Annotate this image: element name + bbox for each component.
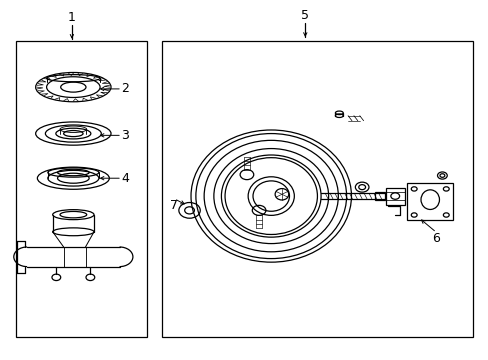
Bar: [407, 183, 452, 220]
Text: 1: 1: [68, 11, 76, 24]
Text: 4: 4: [121, 172, 129, 185]
Bar: [374, 192, 384, 201]
Text: 2: 2: [121, 82, 129, 95]
Text: 3: 3: [121, 129, 129, 142]
Bar: [162, 41, 472, 337]
Bar: [16, 41, 147, 337]
Bar: [385, 188, 404, 204]
Text: 5: 5: [301, 9, 308, 22]
Text: 6: 6: [432, 233, 440, 246]
Text: 7: 7: [170, 198, 178, 212]
